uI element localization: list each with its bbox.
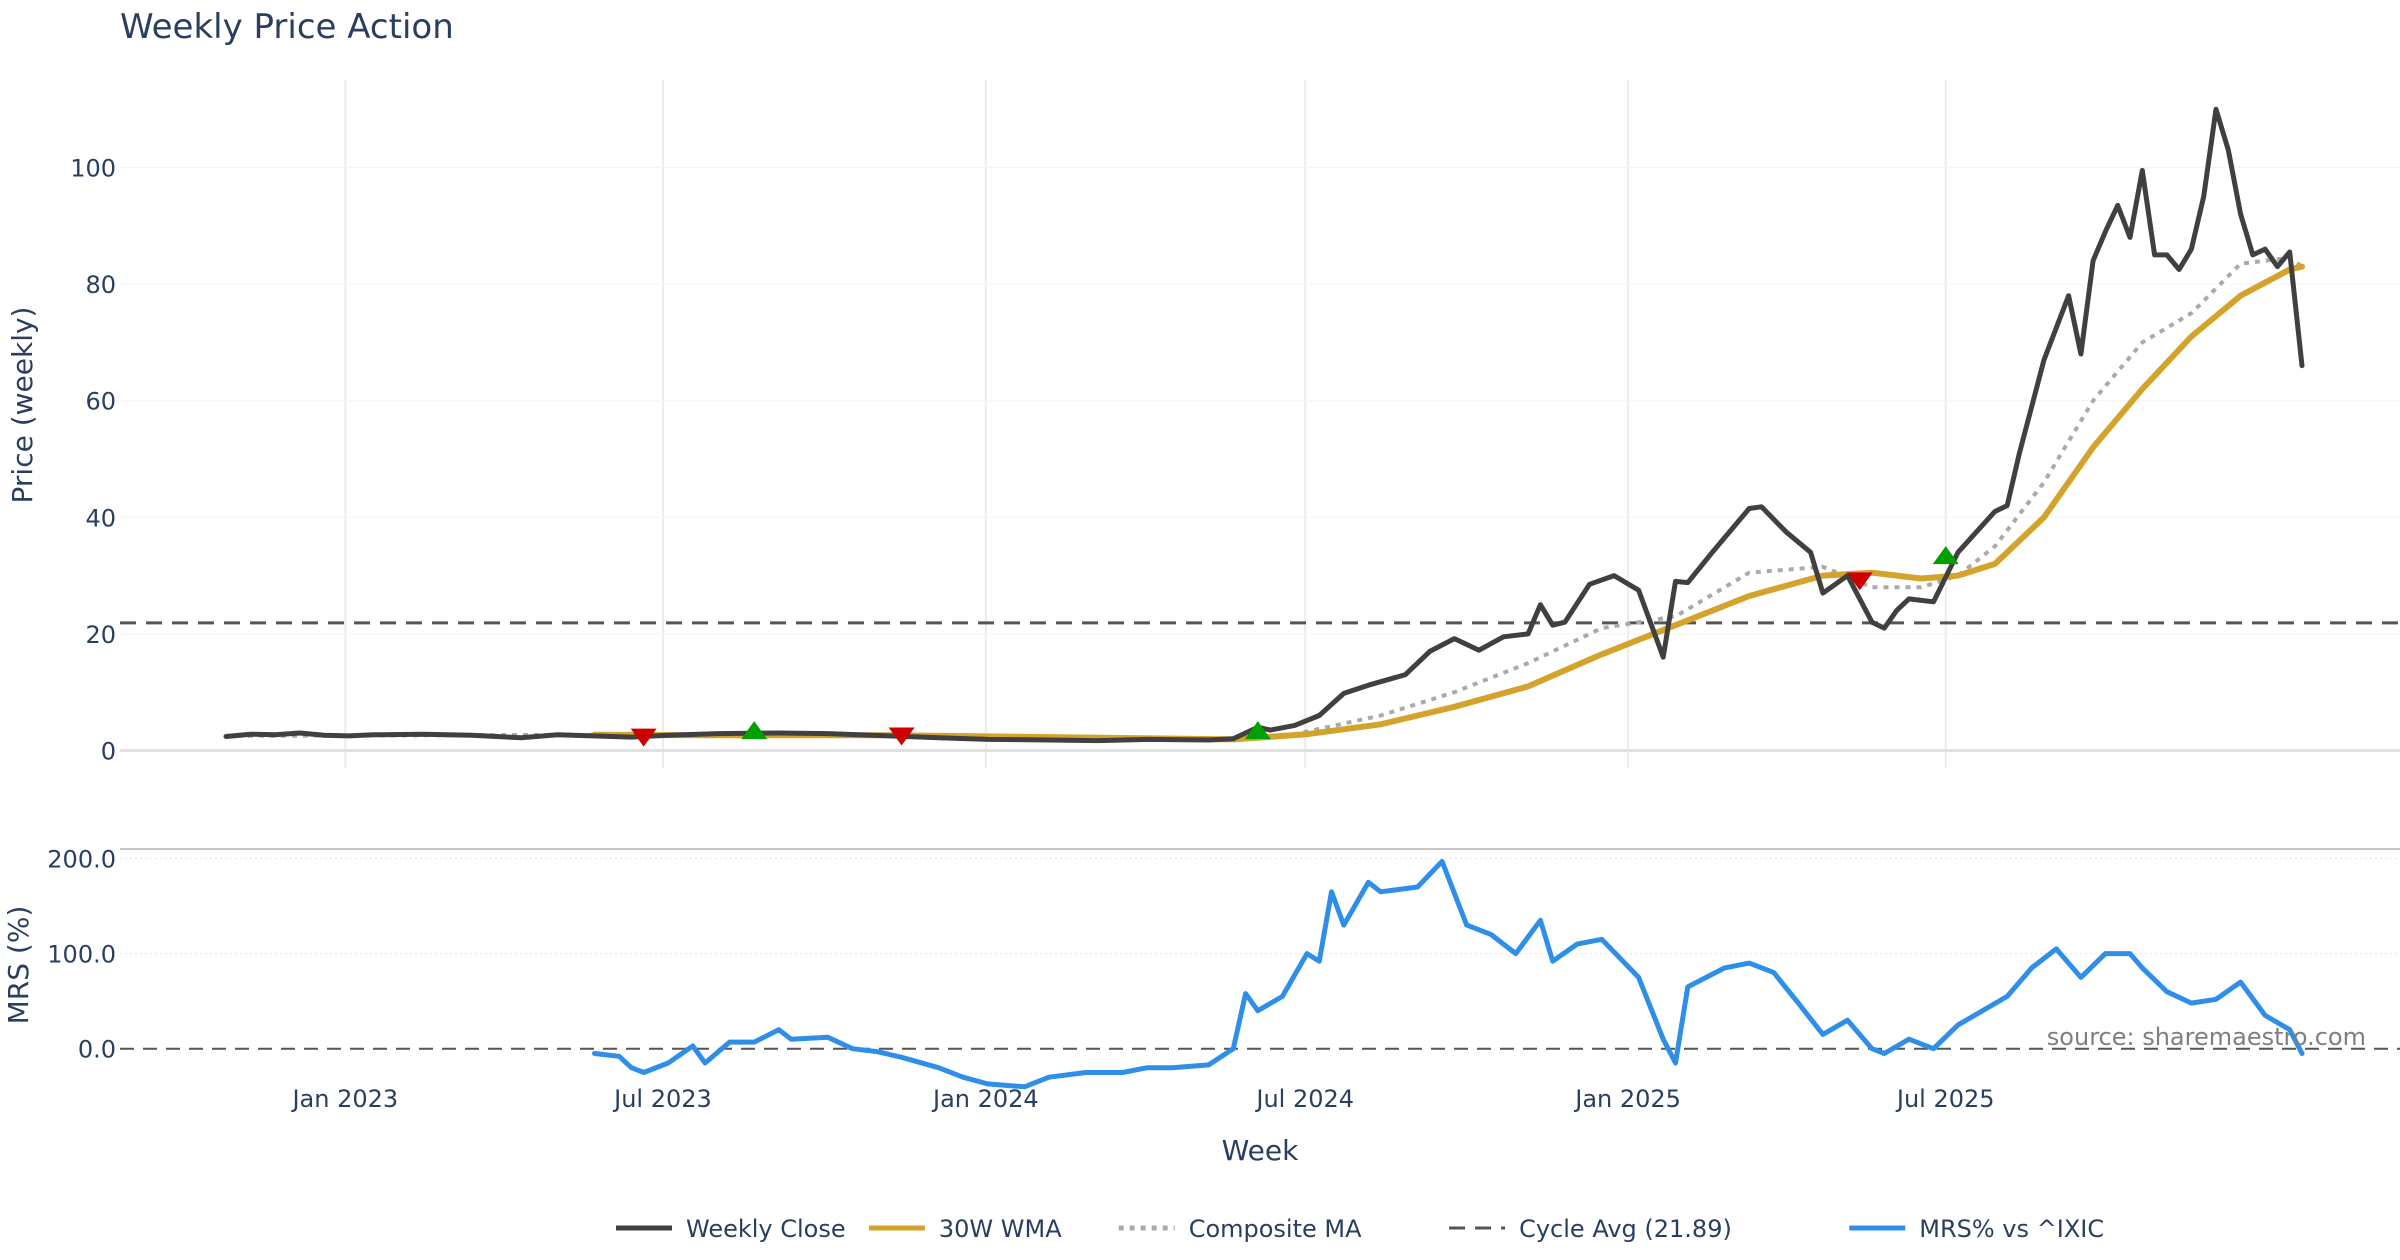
price-y-tick-label: 0 [101, 738, 116, 766]
price-y-ticks: 0 20 40 60 80 100 [70, 154, 116, 765]
x-axis-title: Week [1222, 1134, 1299, 1167]
sell-signal-marker [630, 728, 657, 747]
chart-title: Weekly Price Action [120, 7, 454, 47]
mrs-series-group [592, 858, 2305, 1090]
x-tick-label: Jan 2023 [290, 1085, 398, 1113]
series-30w-wma [591, 263, 2305, 743]
legend-label-composite-ma: Composite MA [1189, 1215, 1362, 1243]
price-y-tick-label: 20 [85, 621, 116, 649]
legend-label-30w-wma: 30W WMA [939, 1215, 1062, 1243]
buy-signal-marker [741, 721, 768, 740]
price-panel-grid [120, 80, 2400, 768]
x-axis-ticks: Jan 2023 Jul 2023 Jan 2024 Jul 2024 Jan 2025… [290, 1085, 1994, 1113]
series-weekly-close [223, 106, 2305, 744]
series-composite-ma [225, 255, 2304, 742]
mrs-y-ticks: 0.0 100.0 200.0 [47, 846, 116, 1064]
x-tick-label: Jul 2024 [1254, 1085, 1354, 1113]
mrs-y-tick-label: 200.0 [47, 846, 116, 874]
price-y-tick-label: 40 [85, 504, 116, 532]
series-mrs-vs-ixic [592, 858, 2305, 1090]
mrs-panel-grid [120, 858, 2400, 1050]
sell-signal-marker [1846, 572, 1873, 591]
chart-legend: Weekly Close 30W WMA Composite MA Cycle Avg… [616, 1215, 2104, 1243]
x-tick-label: Jul 2025 [1895, 1085, 1995, 1113]
legend-label-cycle-avg-21-89: Cycle Avg (21.89) [1519, 1215, 1732, 1243]
mrs-y-tick-label: 100.0 [47, 941, 116, 969]
x-tick-label: Jan 2024 [931, 1085, 1039, 1113]
sell-signal-marker [888, 727, 915, 746]
price-y-axis-title: Price (weekly) [6, 307, 39, 504]
x-tick-label: Jul 2023 [612, 1085, 712, 1113]
price-y-tick-label: 60 [85, 388, 116, 416]
x-tick-label: Jan 2025 [1573, 1085, 1681, 1113]
price-series-group [223, 106, 2305, 744]
mrs-y-axis-title: MRS (%) [2, 906, 35, 1025]
price-y-tick-label: 100 [70, 154, 116, 182]
signal-markers [630, 546, 1959, 747]
legend-label-mrs-vs-ixic: MRS% vs ^IXIC [1919, 1215, 2104, 1243]
buy-signal-marker [1932, 546, 1959, 565]
price-y-tick-label: 80 [85, 271, 116, 299]
source-note: source: sharemaestro.com [2047, 1023, 2366, 1051]
mrs-y-tick-label: 0.0 [78, 1036, 116, 1064]
legend-label-weekly-close: Weekly Close [686, 1215, 846, 1243]
buy-signal-marker [1244, 721, 1271, 740]
